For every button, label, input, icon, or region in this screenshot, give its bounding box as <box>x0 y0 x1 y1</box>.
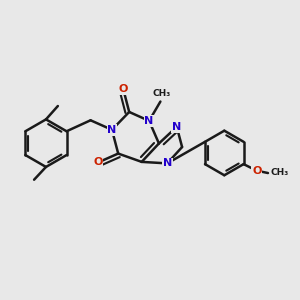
Text: O: O <box>252 166 261 176</box>
Text: CH₃: CH₃ <box>153 89 171 98</box>
Text: N: N <box>145 116 154 126</box>
Text: CH₃: CH₃ <box>270 168 289 177</box>
Text: O: O <box>118 84 128 94</box>
Text: N: N <box>172 122 182 132</box>
Text: N: N <box>107 125 117 135</box>
Text: N: N <box>163 158 172 168</box>
Text: O: O <box>93 158 103 167</box>
